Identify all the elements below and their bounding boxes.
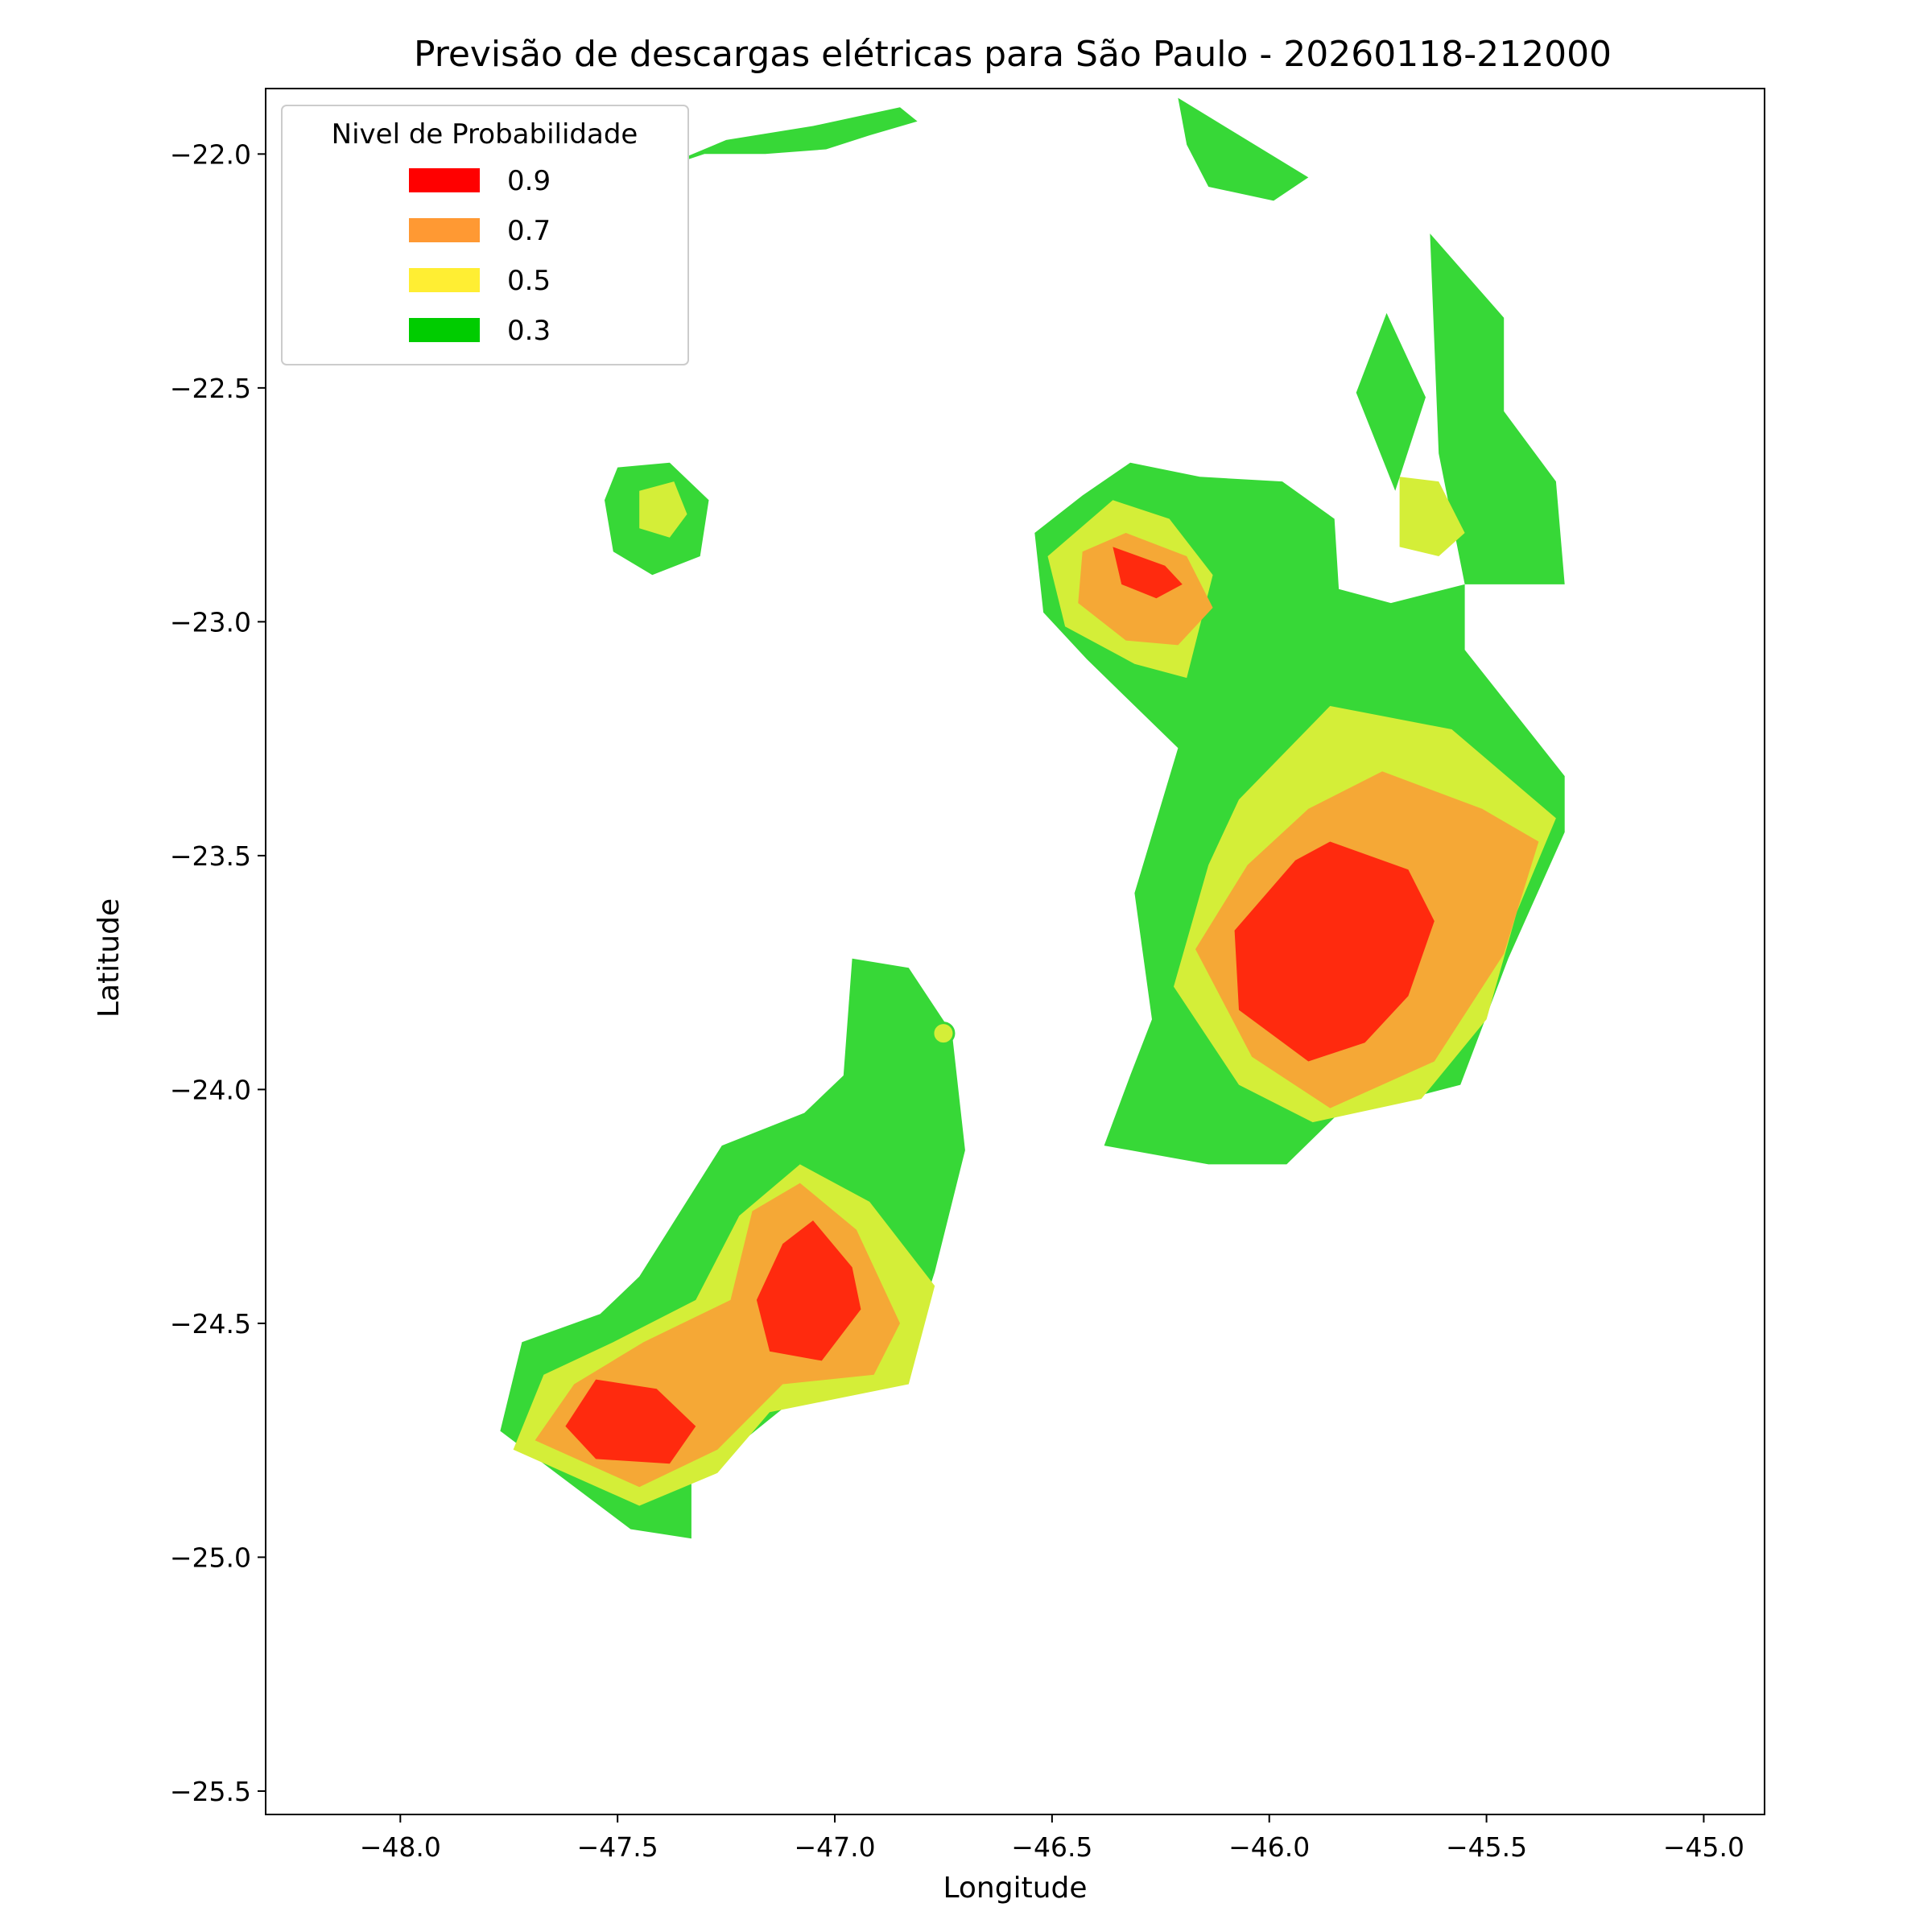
- x-tick-label: −45.0: [1663, 1831, 1744, 1863]
- contour-region-09-3: [565, 1379, 696, 1464]
- chart-title: Previsão de descargas elétricas para São…: [414, 34, 1612, 75]
- contour-region-03-2: [1430, 233, 1565, 584]
- y-tick-label: −25.5: [170, 1776, 251, 1807]
- x-tick-label: −47.0: [794, 1831, 875, 1863]
- legend-swatch-05: [409, 268, 480, 292]
- contour-regions: [500, 97, 1565, 1539]
- y-tick-label: −23.0: [170, 606, 251, 638]
- contour-region-09-2: [756, 1220, 861, 1361]
- x-axis-title: Longitude: [943, 1872, 1087, 1905]
- contour-region-03-1: [1178, 97, 1309, 201]
- contour-region-09-0: [1113, 547, 1183, 599]
- legend-box: [281, 105, 689, 365]
- x-tick-label: −47.5: [577, 1831, 658, 1863]
- plot-area: [265, 88, 1765, 1815]
- plot-frame: [265, 88, 1765, 1815]
- contour-region-03-0: [647, 107, 918, 173]
- x-tick-label: −48.0: [360, 1831, 441, 1863]
- legend: Nivel de Probabilidade 0.9 0.7 0.5 0.3: [281, 105, 689, 365]
- legend-label-05: 0.5: [507, 265, 551, 297]
- legend-label-09: 0.9: [507, 165, 551, 197]
- x-tick-label: −46.5: [1011, 1831, 1092, 1863]
- y-tick-label: −24.5: [170, 1308, 251, 1340]
- x-tick-label: −46.0: [1228, 1831, 1310, 1863]
- contour-region-05-0: [639, 481, 687, 538]
- y-tick-label: −24.0: [170, 1074, 251, 1105]
- y-axis: −22.0 −22.5 −23.0 −23.5 −24.0 −24.5 −25.0 −25.5: [170, 138, 266, 1807]
- legend-swatch-03: [409, 318, 480, 342]
- x-axis: −48.0 −47.5 −47.0 −46.5 −46.0 −45.5 −45.0: [360, 1814, 1744, 1863]
- y-tick-label: −23.5: [170, 840, 251, 872]
- contour-region-03-3: [1356, 312, 1426, 491]
- y-tick-label: −25.0: [170, 1542, 251, 1573]
- contour-region-05-2: [1399, 477, 1465, 556]
- legend-swatch-09: [409, 168, 480, 192]
- legend-swatch-07: [409, 218, 480, 242]
- contour-spot-0: [931, 1022, 956, 1046]
- y-axis-title: Latitude: [93, 898, 126, 1018]
- x-tick-label: −45.5: [1446, 1831, 1527, 1863]
- legend-label-03: 0.3: [507, 315, 551, 347]
- y-tick-label: −22.5: [170, 373, 251, 404]
- legend-entries: 0.9 0.7 0.5 0.3: [409, 165, 551, 347]
- legend-label-07: 0.7: [507, 215, 551, 247]
- y-tick-label: −22.0: [170, 138, 251, 170]
- contour-region-09-1: [1234, 841, 1435, 1062]
- legend-title: Nivel de Probabilidade: [332, 118, 638, 151]
